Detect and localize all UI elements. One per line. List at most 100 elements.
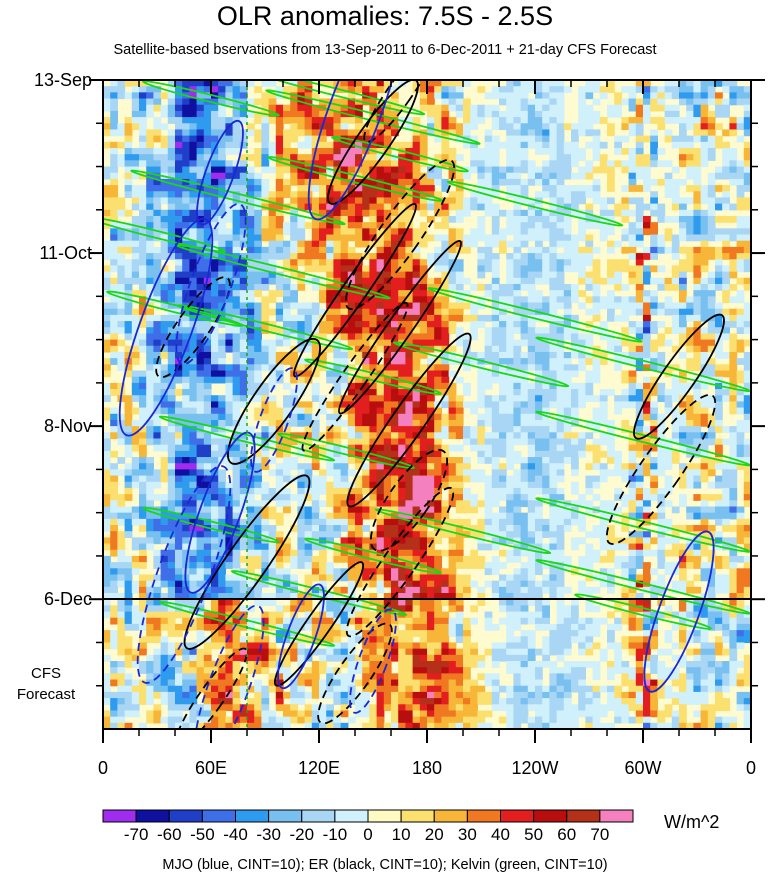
heatmap-cell [484,147,493,155]
heatmap-cell [657,364,666,372]
heatmap-cell [643,389,651,396]
heatmap-cell [405,432,414,440]
heatmap-cell [412,302,421,310]
heatmap-cell [412,370,421,378]
heatmap-cell [218,259,226,267]
heatmap-cell [110,296,118,304]
heatmap-cell [491,351,500,359]
heatmap-cell [491,123,500,131]
heatmap-cell [405,259,414,267]
heatmap-cell [167,321,176,328]
heatmap-cell [297,129,306,137]
heatmap-cell [347,147,356,155]
heatmap-cell [405,215,414,223]
heatmap-cell [506,166,514,174]
heatmap-cell [441,147,450,155]
heatmap-cell [203,302,212,310]
heatmap-cell [700,463,709,470]
heatmap-cell [729,432,738,440]
heatmap-cell [643,110,651,118]
heatmap-cell [376,209,385,217]
heatmap-cell [376,166,385,174]
heatmap-cell [635,463,644,470]
heatmap-cell [110,413,118,421]
heatmap-cell [131,345,140,353]
heatmap-cell [239,395,248,403]
heatmap-cell [419,302,428,310]
heatmap-cell [283,426,291,433]
heatmap-cell [556,450,565,458]
heatmap-cell [311,178,320,186]
heatmap-cell [362,209,370,217]
heatmap-cell [729,80,738,87]
heatmap-cell [513,351,522,359]
heatmap-cell [722,463,730,470]
heatmap-cell [571,283,579,291]
heatmap-cell [700,290,709,297]
heatmap-cell [477,259,486,267]
heatmap-cell [419,413,428,421]
heatmap-cell [527,246,536,254]
heatmap-cell [643,333,651,341]
heatmap-cell [297,228,306,236]
heatmap-cell [729,154,738,161]
heatmap-cell [571,246,579,254]
heatmap-cell [283,407,291,415]
heatmap-cell [247,283,255,291]
heatmap-cell [736,376,745,384]
heatmap-cell [527,222,536,229]
heatmap-cell [635,110,644,118]
heatmap-cell [355,314,363,322]
heatmap-cell [412,141,421,149]
heatmap-cell [340,395,349,403]
heatmap-cell [700,413,709,421]
heatmap-cell [117,228,126,236]
heatmap-cell [124,259,133,267]
heatmap-cell [715,246,723,254]
heatmap-cell [513,296,522,304]
heatmap-cell [664,160,673,168]
heatmap-cell [398,450,406,458]
heatmap-cell [347,308,356,316]
heatmap-cell [664,104,673,112]
heatmap-cell [110,172,118,180]
heatmap-cell [693,209,702,217]
heatmap-cell [499,123,507,131]
heatmap-cell [290,283,298,291]
heatmap-cell [340,290,349,297]
heatmap-cell [671,432,680,440]
heatmap-cell [448,191,457,199]
heatmap-cell [304,407,313,415]
heatmap-cell [319,351,327,359]
heatmap-cell [686,197,694,205]
heatmap-cell [239,160,248,168]
heatmap-cell [571,160,579,168]
heatmap-cell [333,104,342,112]
heatmap-cell [707,154,716,161]
heatmap-cell [218,290,226,297]
heatmap-cell [542,419,550,427]
heatmap-cell [671,426,680,433]
heatmap-cell [347,92,356,100]
heatmap-cell [391,302,399,310]
heatmap-cell [556,413,565,421]
heatmap-cell [643,296,651,304]
heatmap-cell [722,160,730,168]
heatmap-cell [455,129,464,137]
heatmap-cell [167,98,176,106]
heatmap-cell [729,234,738,242]
heatmap-cell [283,86,291,93]
heatmap-cell [153,444,162,452]
heatmap-cell [196,259,205,267]
heatmap-cell [441,432,450,440]
heatmap-cell [643,426,651,433]
heatmap-cell [275,86,284,93]
heatmap-cell [218,339,226,347]
heatmap-cell [189,234,198,242]
heatmap-cell [455,481,464,489]
heatmap-cell [736,407,745,415]
heatmap-cell [405,475,414,483]
heatmap-cell [419,333,428,341]
heatmap-cell [700,259,709,267]
heatmap-cell [383,203,392,211]
